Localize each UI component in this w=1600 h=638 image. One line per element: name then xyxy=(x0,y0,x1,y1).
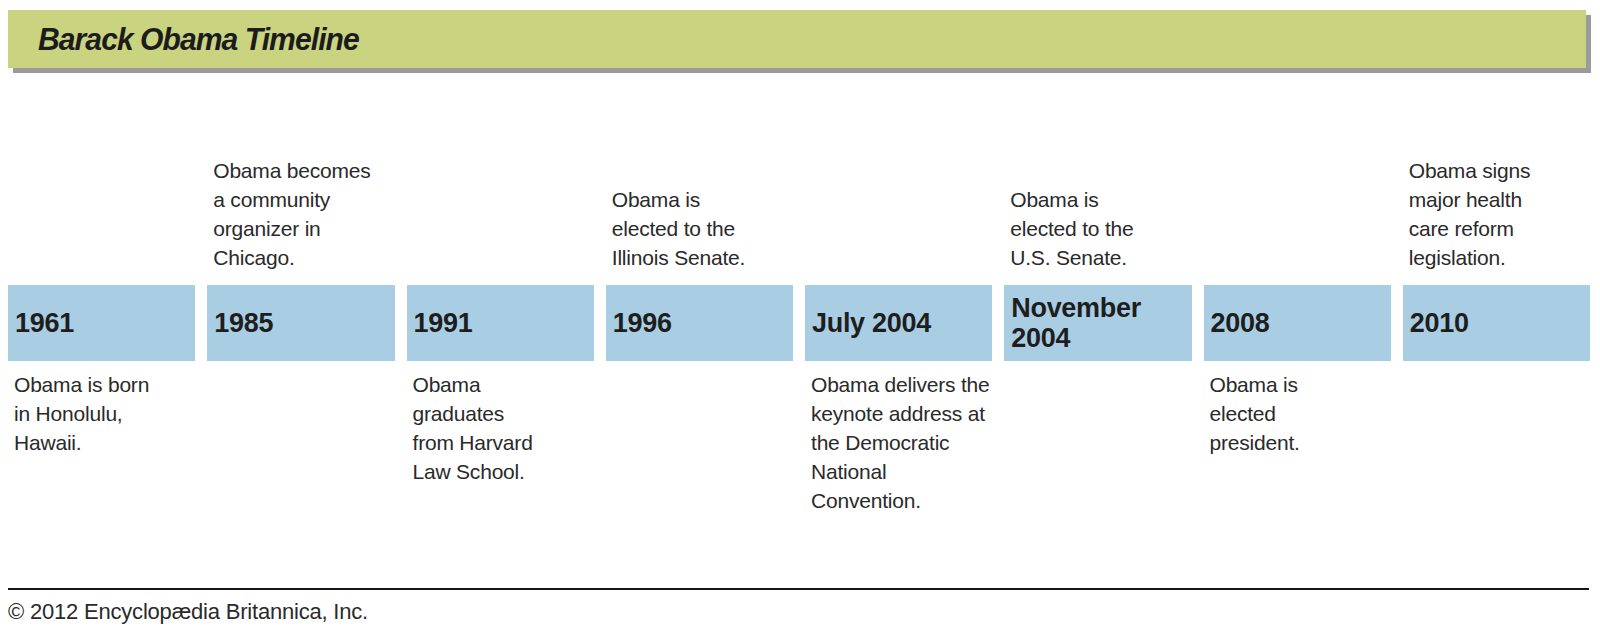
event-date-label: 2008 xyxy=(1204,308,1270,338)
timeline-event-1996: Obama is elected to the Illinois Senate.… xyxy=(606,68,793,515)
event-date-label: 1985 xyxy=(207,308,273,338)
timeline-event-1985: Obama becomes a community organizer in C… xyxy=(207,68,394,515)
timeline-event-1961: 1961 Obama is born in Honolulu, Hawaii. xyxy=(8,68,195,515)
page: { "header": { "title": "Barack Obama Tim… xyxy=(0,0,1600,638)
event-caption-above: Obama signs major health care reform leg… xyxy=(1403,156,1531,272)
event-caption-below: Obama is born in Honolulu, Hawaii. xyxy=(8,370,149,457)
timeline-event-2008: 2008 Obama is elected president. xyxy=(1204,68,1391,515)
title-bar: Barack Obama Timeline xyxy=(8,10,1586,68)
timeline-event-november-2004: Obama is elected to the U.S. Senate. Nov… xyxy=(1004,68,1191,515)
timeline-year-block: 1996 xyxy=(606,285,793,361)
event-date-label: July 2004 xyxy=(805,308,931,338)
event-caption-above: Obama is elected to the U.S. Senate. xyxy=(1004,185,1133,272)
event-caption-above: Obama becomes a community organizer in C… xyxy=(207,156,370,272)
footer-divider xyxy=(8,588,1589,590)
timeline-year-block: 1985 xyxy=(207,285,394,361)
event-caption-below: Obama delivers the keynote address at th… xyxy=(805,370,990,515)
timeline-event-2010: Obama signs major health care reform leg… xyxy=(1403,68,1590,515)
event-date-label: 1996 xyxy=(606,308,672,338)
timeline-year-block: July 2004 xyxy=(805,285,992,361)
timeline-year-block: 2008 xyxy=(1204,285,1391,361)
event-caption-below: Obama is elected president. xyxy=(1204,370,1300,457)
event-caption-below: Obama graduates from Harvard Law School. xyxy=(407,370,533,486)
copyright-text: © 2012 Encyclopædia Britannica, Inc. xyxy=(8,599,368,625)
event-date-label: 2010 xyxy=(1403,308,1469,338)
event-date-label: 1991 xyxy=(407,308,473,338)
timeline-year-block: 1961 xyxy=(8,285,195,361)
timeline-year-block: 1991 xyxy=(407,285,594,361)
timeline-year-block: 2010 xyxy=(1403,285,1590,361)
event-date-label: 1961 xyxy=(8,308,74,338)
page-title: Barack Obama Timeline xyxy=(38,21,359,58)
timeline: 1961 Obama is born in Honolulu, Hawaii. … xyxy=(8,68,1590,515)
event-caption-above: Obama is elected to the Illinois Senate. xyxy=(606,185,745,272)
timeline-year-block: November 2004 xyxy=(1004,285,1191,361)
timeline-event-1991: 1991 Obama graduates from Harvard Law Sc… xyxy=(407,68,594,515)
event-date-label: November 2004 xyxy=(1004,293,1141,353)
timeline-event-july-2004: July 2004 Obama delivers the keynote add… xyxy=(805,68,992,515)
